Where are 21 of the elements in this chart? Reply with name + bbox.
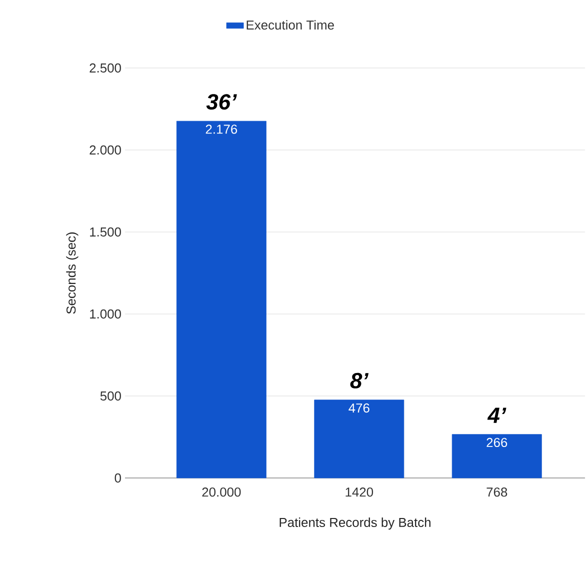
y-tick-label: 0 <box>114 473 121 483</box>
x-tick-label: 20.000 <box>202 488 241 497</box>
bar <box>452 434 542 478</box>
x-tick-label: 768 <box>486 488 508 497</box>
annotation: 4’ <box>487 408 506 423</box>
legend-label: Execution Time <box>246 20 334 30</box>
y-tick-label: 2.000 <box>90 145 121 155</box>
y-axis-title: Seconds (sec) <box>66 232 78 314</box>
y-tick-label: 2.500 <box>90 63 121 73</box>
data-label: 266 <box>486 438 508 448</box>
annotation: 36’ <box>206 94 237 110</box>
x-tick-label: 1420 <box>346 488 374 497</box>
x-axis-title: Patients Records by Batch <box>280 518 430 530</box>
data-label: 476 <box>348 403 370 413</box>
bar <box>314 400 404 478</box>
y-tick-label: 1.500 <box>90 227 121 237</box>
data-label: 2.176 <box>206 124 238 134</box>
annotation: 8’ <box>350 372 369 388</box>
y-tick-label: 1.000 <box>90 309 121 319</box>
y-tick-label: 500 <box>100 391 121 401</box>
bar <box>176 120 266 478</box>
